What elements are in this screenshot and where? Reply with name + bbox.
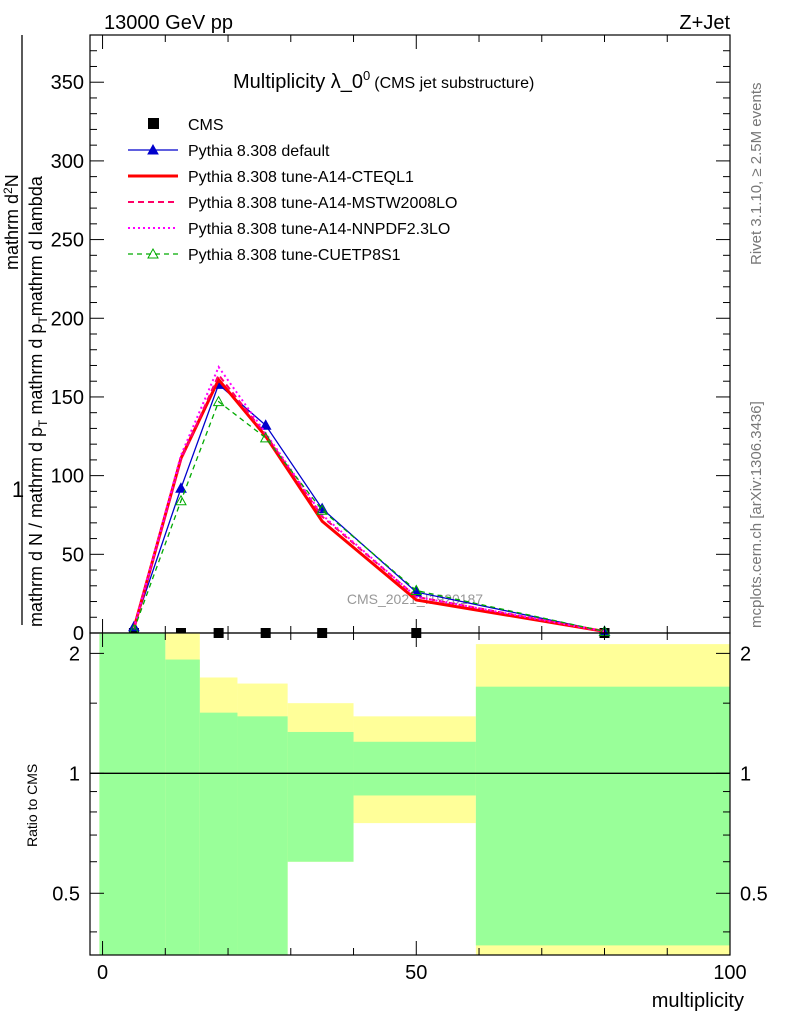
main-ytick-label: 350 <box>51 72 84 94</box>
header-right: Z+Jet <box>679 12 730 34</box>
header-left: 13000 GeV pp <box>104 12 233 34</box>
ylabel-denominator: mathrm d N / mathrm d pT mathrm d pTmath… <box>26 175 50 627</box>
ratio-band-green <box>287 731 354 862</box>
ratio-band-green <box>237 716 288 955</box>
legend-label-default: Pythia 8.308 default <box>188 143 330 160</box>
series-marker-cuetp8s1 <box>316 504 329 515</box>
main-ytick-label: 200 <box>51 308 84 330</box>
ratio-xtick-label: 100 <box>713 962 746 984</box>
ratio-ytick-label-right: 1 <box>740 763 751 785</box>
main-ytick-label: 100 <box>51 466 84 488</box>
plot-title-main: Multiplicity λ_0 <box>233 71 363 93</box>
legend-label-a14_mstw: Pythia 8.308 tune-A14-MSTW2008LO <box>188 195 457 212</box>
mcplots-label: mcplots.cern.ch [arXiv:1306.3436] <box>748 401 765 628</box>
main-plot-frame <box>89 34 731 634</box>
ratio-band-green <box>99 633 166 955</box>
ratio-ytick-label-right: 0.5 <box>740 883 768 905</box>
legend-marker-default <box>147 143 159 155</box>
legend-label-a14_nnpdf: Pythia 8.308 tune-A14-NNPDF2.3LO <box>188 221 450 238</box>
legend-swatch-cms <box>148 118 159 129</box>
plot-title: Multiplicity λ_00 (CMS jet substructure) <box>233 68 534 93</box>
ratio-band-green <box>165 659 200 955</box>
legend-label-cuetp8s1: Pythia 8.308 tune-CUETP8S1 <box>188 247 401 264</box>
series-marker-default <box>175 482 187 493</box>
ratio-band-green <box>199 712 238 955</box>
ratio-xtick-label: 50 <box>405 962 427 984</box>
series-marker-cuetp8s1 <box>410 584 423 596</box>
ratio-plot-frame <box>89 632 731 956</box>
series-marker-cuetp8s1 <box>175 494 187 506</box>
plot-title-superscript: 0 <box>363 68 370 83</box>
series-line-a14_mstw <box>132 372 605 633</box>
series-marker-cuetp8s1 <box>212 395 225 407</box>
ratio-xtick-label: 0 <box>97 962 108 984</box>
ratio-y-label: Ratio to CMS <box>24 764 40 847</box>
y-axis-label: 1 mathrm d N / mathrm d pT mathrm d pTma… <box>1 35 50 627</box>
main-ytick-label: 0 <box>73 623 84 645</box>
ratio-ytick-label-right: 2 <box>740 643 751 665</box>
legend-marker-cuetp8s1 <box>147 247 159 259</box>
legend-label-cms: CMS <box>188 117 224 134</box>
ratio-ytick-label: 1 <box>69 763 80 785</box>
series-line-cuetp8s1 <box>133 400 605 633</box>
main-ytick-label: 300 <box>51 151 84 173</box>
ratio-band-green <box>475 686 730 946</box>
ratio-band-green <box>353 741 476 796</box>
rivet-label: Rivet 3.1.10, ≥ 2.5M events <box>748 83 765 266</box>
main-ytick-label: 250 <box>51 230 84 252</box>
ylabel-numerator: mathrm d2N <box>1 174 22 270</box>
main-ytick-label: 150 <box>51 387 84 409</box>
ylabel-one: 1 <box>12 477 24 502</box>
series-marker-cuetp8s1 <box>259 431 272 443</box>
ratio-ytick-label: 0.5 <box>52 883 80 905</box>
plot-title-sub: (CMS jet substructure) <box>374 75 534 92</box>
legend-label-a14_cteql1: Pythia 8.308 tune-A14-CTEQL1 <box>188 169 414 186</box>
ratio-ytick-label: 2 <box>69 643 80 665</box>
x-axis-label: multiplicity <box>652 990 744 1012</box>
main-ytick-label: 50 <box>62 544 84 566</box>
series-marker-default <box>259 419 272 430</box>
